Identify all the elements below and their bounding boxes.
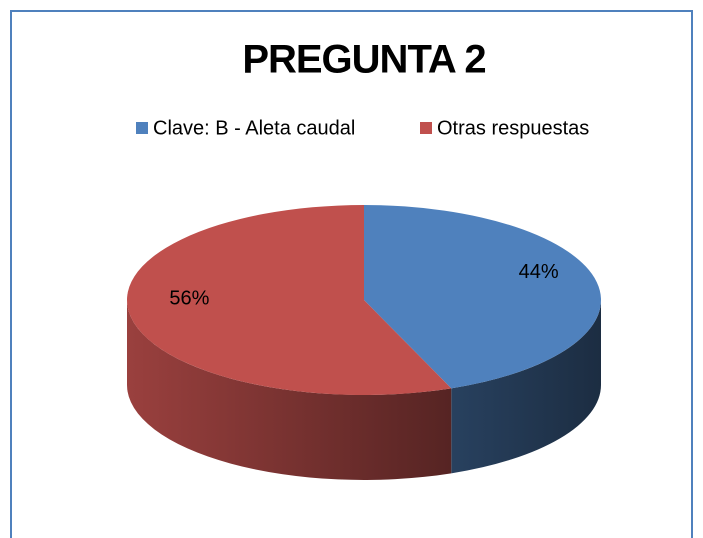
data-label: 56% (169, 288, 209, 310)
slice (364, 205, 601, 389)
legend-swatch (420, 122, 432, 134)
legend-label: Clave: B - Aleta caudal (153, 117, 355, 139)
slice-side (451, 300, 601, 474)
slice-side (127, 300, 452, 480)
slice (126, 205, 452, 395)
legend-label: Otras respuestas (437, 117, 589, 139)
legend-swatch (136, 122, 148, 134)
chart-title: PREGUNTA 2 (242, 38, 485, 82)
frame (10, 10, 693, 538)
data-label: 44% (519, 261, 559, 283)
